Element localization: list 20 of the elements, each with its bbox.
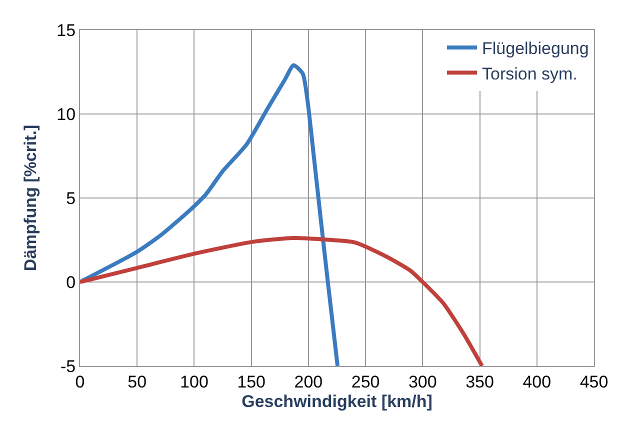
y-tick-label: 0 — [66, 272, 76, 292]
legend-label: Flügelbiegung — [482, 39, 589, 58]
y-tick-label: 15 — [56, 20, 76, 40]
y-tick-label: -5 — [60, 356, 76, 376]
line-series — [80, 63, 340, 366]
x-tick-label: 400 — [522, 372, 552, 392]
x-tick-label: 350 — [466, 372, 494, 392]
y-tick-label: 10 — [56, 104, 76, 124]
y-tick-label: 5 — [66, 188, 76, 208]
x-tick-label: 300 — [408, 372, 437, 392]
x-tick-label: 50 — [128, 372, 147, 392]
x-tick-label: 100 — [180, 372, 208, 392]
x-tick-label: 450 — [580, 372, 608, 392]
x-tick-label: 150 — [237, 372, 266, 392]
y-axis-title: Dämpfung [%crit.] — [21, 124, 40, 272]
x-axis-title: Geschwindigkeit [km/h] — [242, 392, 432, 411]
x-tick-label: 200 — [294, 372, 323, 392]
line-series — [80, 236, 484, 366]
legend-label: Torsion sym. — [482, 64, 578, 84]
x-tick-label: 250 — [351, 372, 380, 392]
